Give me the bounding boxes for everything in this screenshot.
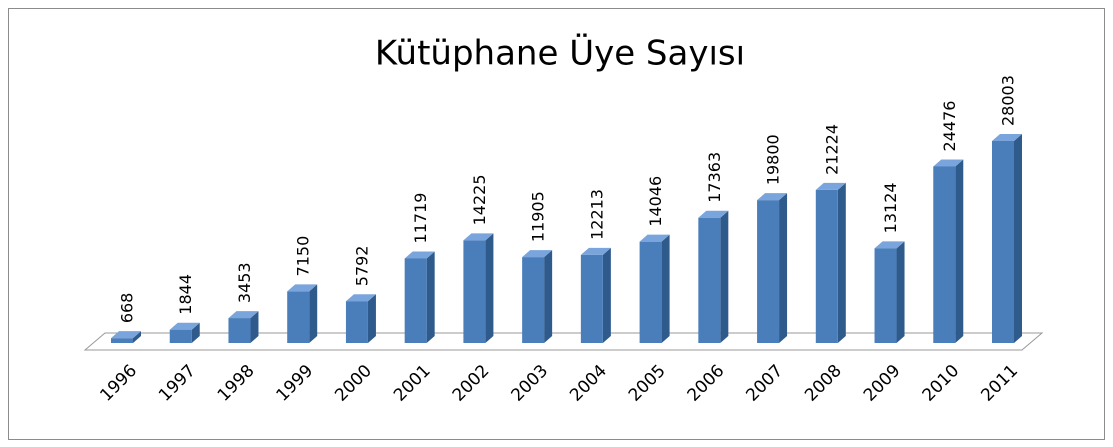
- bar-top: [522, 250, 553, 258]
- bar: [522, 250, 553, 343]
- bar-top: [757, 193, 788, 201]
- bar: [463, 233, 494, 343]
- value-label: 1844: [176, 274, 195, 315]
- bar-top: [933, 159, 964, 167]
- bar: [639, 234, 670, 343]
- bar-side: [602, 247, 611, 343]
- bar: [580, 247, 611, 343]
- bar-side: [896, 241, 905, 343]
- bar-side: [544, 250, 553, 343]
- bar-side: [1014, 134, 1022, 343]
- bar-front: [992, 141, 1014, 343]
- value-label: 24476: [940, 101, 959, 152]
- bar: [992, 134, 1022, 343]
- bar-side: [661, 234, 670, 343]
- bar-top: [639, 234, 670, 242]
- bar-side: [779, 193, 788, 343]
- bar: [874, 241, 905, 343]
- bar-side: [250, 311, 259, 343]
- bar-side: [426, 251, 435, 343]
- bar-top: [404, 251, 435, 259]
- bar-front: [522, 257, 545, 343]
- bar-top: [698, 210, 729, 218]
- bar-top: [874, 241, 905, 249]
- value-label: 3453: [235, 262, 254, 303]
- value-label: 28003: [999, 75, 1018, 126]
- floor: [83, 332, 1044, 351]
- bar-side: [720, 210, 729, 343]
- bar-front: [757, 200, 780, 343]
- bar-side: [837, 182, 846, 343]
- value-label: 668: [118, 293, 137, 324]
- bar-top: [111, 331, 141, 339]
- value-label: 17363: [705, 152, 724, 203]
- chart-title: Kütüphane Üye Sayısı: [375, 33, 745, 74]
- bar: [698, 210, 729, 343]
- value-label: 12213: [587, 189, 606, 240]
- bar-top: [287, 284, 318, 292]
- bar-front: [874, 248, 897, 343]
- bar-side: [191, 322, 200, 343]
- bar-front: [580, 254, 603, 343]
- bar: [404, 251, 435, 343]
- bar-top: [815, 182, 846, 190]
- value-label: 11905: [529, 191, 548, 242]
- bar-top: [169, 322, 200, 330]
- value-label: 14046: [646, 176, 665, 227]
- bar-side: [133, 331, 141, 343]
- bar-side: [367, 294, 376, 343]
- bar-front: [345, 301, 368, 343]
- bar: [228, 311, 259, 343]
- bar-front: [404, 258, 427, 343]
- value-label: 21224: [822, 124, 841, 175]
- bar-front: [111, 338, 133, 343]
- bar-front: [639, 241, 662, 343]
- value-label: 7150: [294, 236, 313, 277]
- bar-front: [287, 291, 310, 343]
- bar: [169, 322, 200, 343]
- bar-front: [169, 329, 192, 343]
- bar-top: [463, 233, 494, 241]
- value-label: 5792: [352, 246, 371, 287]
- value-label: 14225: [470, 174, 489, 225]
- bar: [933, 159, 964, 343]
- bar-side: [955, 159, 964, 343]
- bar: [757, 193, 788, 343]
- bar-side: [309, 284, 318, 343]
- bar-top: [992, 134, 1022, 141]
- value-label: 19800: [764, 134, 783, 185]
- value-label: 13124: [881, 182, 900, 233]
- bar-top: [228, 311, 259, 319]
- bar-top: [580, 247, 611, 255]
- bar-front: [933, 166, 956, 343]
- bar: [345, 294, 376, 343]
- value-label: 11719: [411, 193, 430, 244]
- bar-top: [345, 294, 376, 302]
- bar-front: [815, 189, 838, 343]
- bar: [815, 182, 846, 343]
- bar-front: [698, 217, 721, 343]
- bar-front: [228, 318, 251, 343]
- bar-side: [485, 233, 494, 343]
- bar: [111, 331, 141, 343]
- bar-front: [463, 240, 486, 343]
- chart-border: [8, 8, 1105, 440]
- bar: [287, 284, 318, 343]
